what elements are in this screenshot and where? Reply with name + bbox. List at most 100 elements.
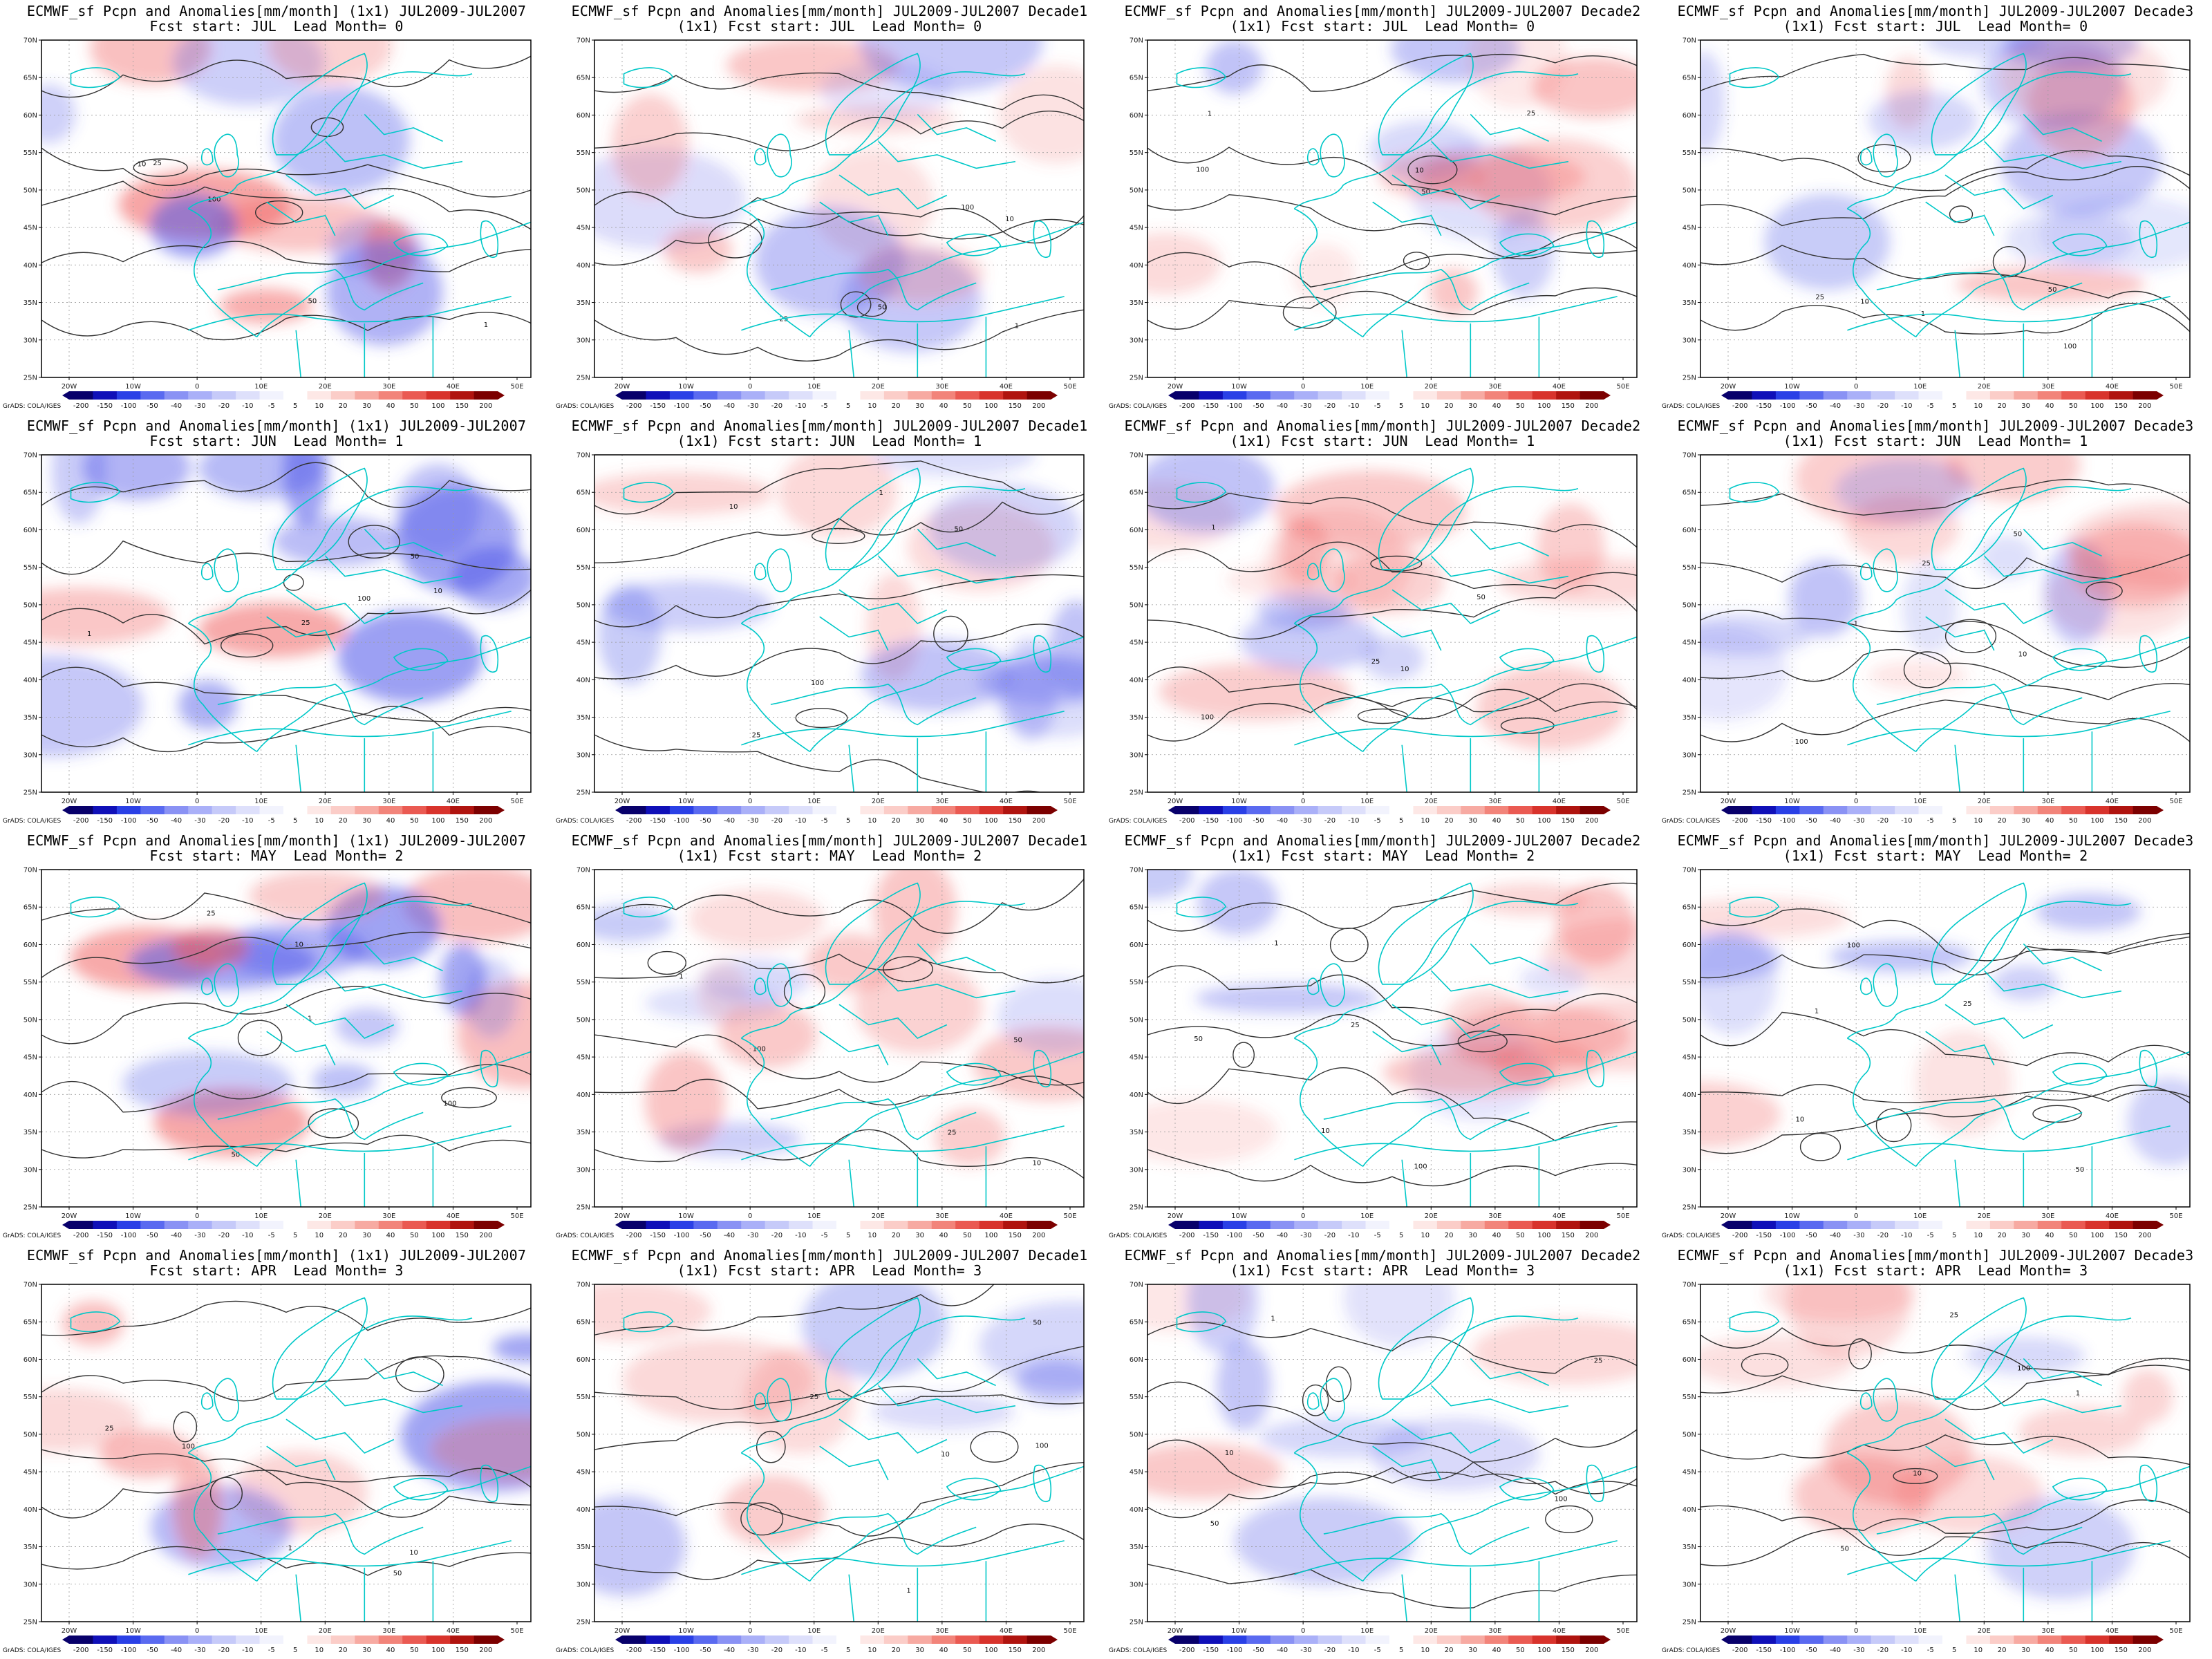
- colorbar-swatch: [789, 391, 813, 400]
- colorbar-label: -5: [821, 402, 828, 410]
- colorbar-label: -40: [1277, 1647, 1288, 1654]
- colorbar-swatch: [1461, 391, 1485, 400]
- colorbar-label: 20: [339, 1647, 348, 1654]
- lat-label: 45N: [1130, 225, 1143, 232]
- coastlines: [1729, 1297, 2190, 1622]
- grads-credit: GrADS: COLA/IGES: [556, 818, 614, 825]
- colorbar-swatch: [812, 1221, 837, 1229]
- grads-credit: GrADS: COLA/IGES: [556, 1232, 614, 1239]
- precip-contours: [1700, 908, 2190, 1161]
- lon-label: 30E: [382, 1212, 395, 1220]
- colorbar-label: -200: [1732, 817, 1748, 825]
- lat-label: 25N: [1130, 1204, 1143, 1212]
- colorbar-label: 10: [1421, 1647, 1430, 1654]
- colorbar-label: -20: [218, 1647, 229, 1654]
- colorbar-swatch: [330, 1221, 355, 1229]
- precip-contours: [41, 1300, 531, 1576]
- colorbar-label: -10: [1348, 817, 1359, 825]
- lat-label: 65N: [577, 1319, 590, 1327]
- colorbar-label: -10: [795, 402, 806, 410]
- colorbar-label: 100: [2090, 402, 2103, 410]
- panel-subtitle: (1x1) Fcst start: APR Lead Month= 3: [677, 1262, 982, 1279]
- colorbar-label: 50: [1516, 402, 1525, 410]
- map-panel: ECMWF_sf Pcpn and Anomalies[mm/month] (1…: [0, 415, 553, 830]
- colorbar-label: 150: [456, 402, 469, 410]
- colorbar-swatch: [931, 1221, 956, 1229]
- colorbar-swatch: [883, 391, 908, 400]
- colorbar-swatch: [1222, 806, 1247, 814]
- map-panel: ECMWF_sf Pcpn and Anomalies[mm/month] JU…: [1659, 415, 2212, 830]
- colorbar-swatch: [1989, 1221, 2014, 1229]
- lat-label: 45N: [577, 225, 590, 232]
- colorbar-label: 200: [1032, 1232, 1045, 1239]
- lon-label: 0: [1301, 1212, 1305, 1220]
- colorbar-swatch: [741, 391, 765, 400]
- lat-label: 55N: [577, 1394, 590, 1401]
- colorbar-label: 10: [315, 1647, 324, 1654]
- contour-label: 25: [1963, 1000, 1972, 1008]
- colorbar-swatch: [765, 391, 789, 400]
- lat-label: 55N: [1683, 149, 1696, 157]
- lon-label: 10E: [1360, 1627, 1374, 1635]
- lon-label: 30E: [1488, 798, 1501, 805]
- colorbar-label: -200: [626, 1647, 642, 1654]
- colorbar-swatch: [1918, 1221, 1943, 1229]
- lon-label: 20E: [1978, 383, 1991, 391]
- grads-credit: GrADS: COLA/IGES: [1662, 1232, 1720, 1239]
- colorbar-swatch: [426, 1635, 451, 1644]
- colorbar-label: -150: [650, 817, 666, 825]
- colorbar-label: 30: [915, 1232, 924, 1239]
- lat-label: 45N: [24, 225, 37, 232]
- colorbar: -200 -150 -100 -50 -40 -30 -20 -10 -5 5 10 20 30 40 50…: [1721, 1221, 2164, 1239]
- lat-label: 55N: [1130, 979, 1143, 986]
- colorbar: -200 -150 -100 -50 -40 -30 -20 -10 -5 5 10 20 30 40 50…: [615, 391, 1058, 410]
- lat-label: 55N: [577, 979, 590, 986]
- lon-label: 50E: [1063, 1212, 1076, 1220]
- colorbar-swatch: [474, 1221, 498, 1229]
- colorbar-swatch: [330, 391, 355, 400]
- lat-label: 55N: [24, 1394, 37, 1401]
- colorbar-label: -10: [795, 1232, 806, 1239]
- colorbar-label: 30: [2021, 1647, 2030, 1654]
- panel-subtitle: (1x1) Fcst start: MAY Lead Month= 2: [677, 847, 982, 864]
- colorbar-swatch: [1728, 806, 1752, 814]
- contour-label: 100: [1035, 1443, 1049, 1450]
- colorbar-swatch: [2085, 1635, 2110, 1644]
- colorbar-label: 10: [1974, 1647, 1983, 1654]
- colorbar-label: 5: [846, 817, 850, 825]
- lat-label: 50N: [1683, 1016, 1696, 1024]
- colorbar-label: 200: [2138, 402, 2151, 410]
- contour-label: 25: [1949, 1312, 1958, 1320]
- map-panel: ECMWF_sf Pcpn and Anomalies[mm/month] (1…: [0, 830, 553, 1244]
- colorbar-label: 5: [1399, 817, 1403, 825]
- colorbar-swatch: [2061, 1221, 2086, 1229]
- lat-label: 55N: [577, 149, 590, 157]
- coastlines: [623, 1297, 1084, 1622]
- lat-label: 70N: [1683, 452, 1696, 460]
- lon-label: 10W: [1231, 383, 1247, 391]
- lat-label: 30N: [1130, 751, 1143, 759]
- lat-label: 55N: [1130, 1394, 1143, 1401]
- colorbar-swatch: [140, 1635, 165, 1644]
- colorbar: -200 -150 -100 -50 -40 -30 -20 -10 -5 5 10 20 30 40 50…: [1721, 806, 2164, 825]
- lat-label: 65N: [1683, 489, 1696, 497]
- lat-label: 65N: [24, 75, 37, 82]
- contour-label: 10: [1005, 216, 1014, 223]
- precip-contours: [41, 462, 531, 753]
- lat-label: 25N: [577, 789, 590, 797]
- colorbar-swatch: [836, 1221, 861, 1229]
- colorbar-swatch: [931, 806, 956, 814]
- colorbar-label: -20: [218, 1232, 229, 1239]
- colorbar-swatch: [378, 391, 403, 400]
- colorbar-label: 10: [868, 402, 877, 410]
- colorbar-label: -50: [1806, 402, 1817, 410]
- colorbar-swatch: [1246, 1221, 1271, 1229]
- colorbar-swatch: [1799, 1221, 1824, 1229]
- lon-label: 20E: [1978, 798, 1991, 805]
- colorbar-label: 200: [479, 402, 492, 410]
- contour-label: 100: [182, 1443, 195, 1451]
- colorbar-swatch: [283, 1635, 308, 1644]
- colorbar-label: 10: [315, 817, 324, 825]
- lat-label: 35N: [24, 714, 37, 722]
- colorbar-label: 30: [2021, 1232, 2030, 1239]
